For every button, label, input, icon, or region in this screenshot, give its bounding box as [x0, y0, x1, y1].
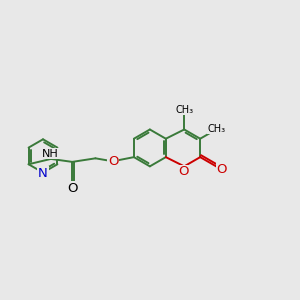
- Text: N: N: [38, 167, 48, 180]
- Text: O: O: [178, 165, 189, 178]
- Text: O: O: [108, 155, 119, 168]
- Text: CH₃: CH₃: [207, 124, 225, 134]
- Text: O: O: [217, 163, 227, 176]
- Text: O: O: [67, 182, 77, 195]
- Text: NH: NH: [42, 148, 59, 159]
- Text: CH₃: CH₃: [175, 105, 193, 115]
